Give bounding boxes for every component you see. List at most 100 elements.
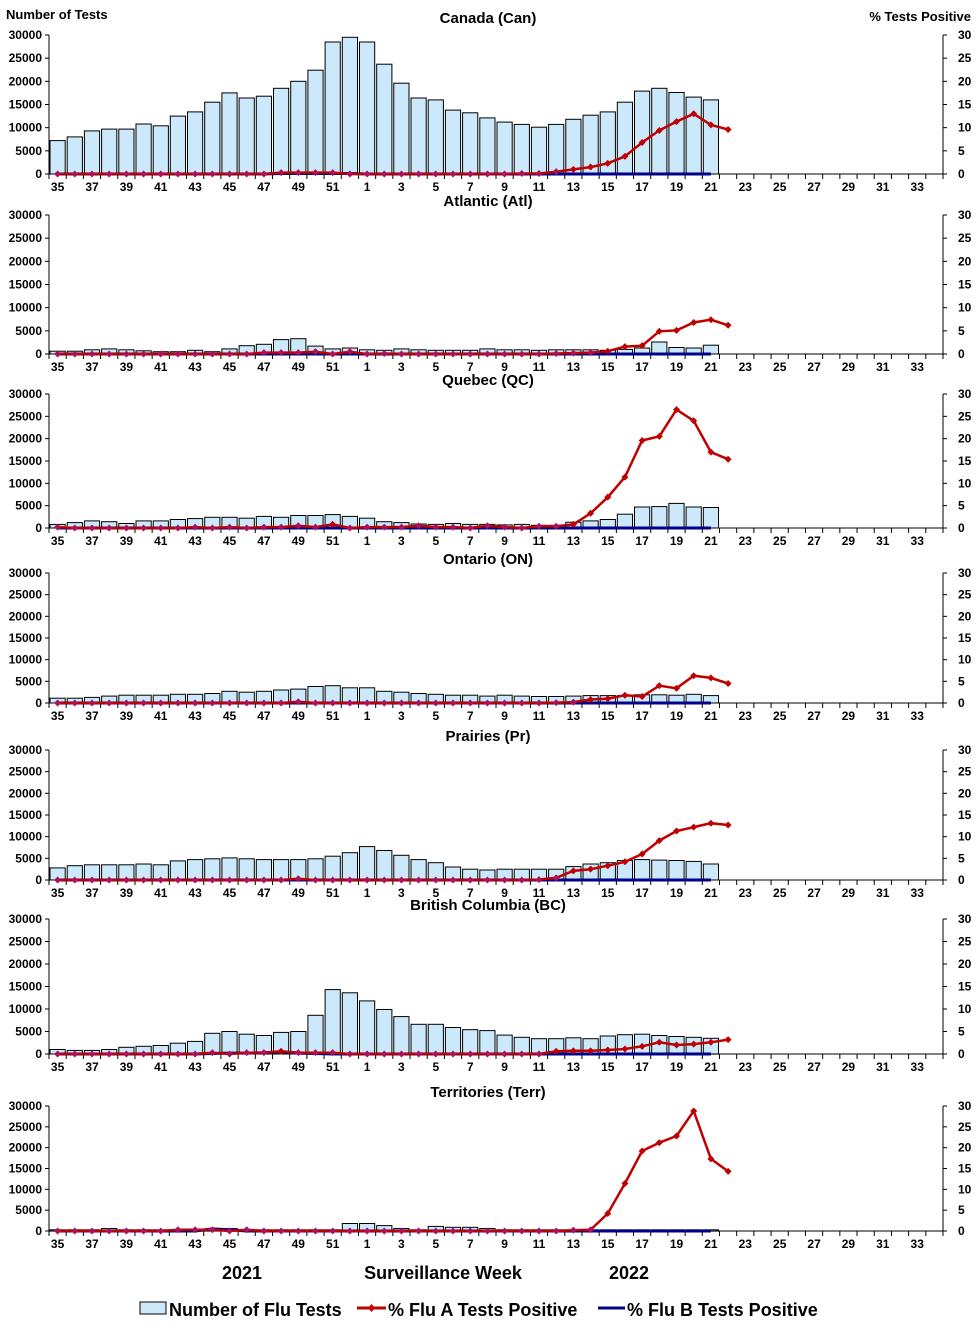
bar-tests-week-42 (169, 115, 187, 175)
x-tick-label: 43 (188, 709, 202, 723)
bar-tests-week-7 (462, 112, 479, 175)
flu-a-point-week-46 (243, 1226, 251, 1234)
flu-a-point-week-13 (569, 1226, 577, 1234)
left-tick-label: 20000 (9, 957, 43, 971)
flu-a-point-week-17 (638, 342, 646, 350)
right-tick-label: 20 (958, 786, 972, 800)
flu-a-point-week-5 (432, 523, 440, 531)
flu-a-point-week-3 (397, 876, 405, 884)
left-tick-label: 5000 (15, 324, 42, 338)
flu-a-point-week-16 (621, 691, 629, 699)
x-tick-label: 43 (188, 1237, 202, 1251)
x-tick-label: 35 (51, 886, 65, 900)
x-tick-label: 15 (601, 180, 615, 194)
flu-a-point-week-37 (88, 170, 96, 178)
flu-a-point-week-5 (432, 1050, 440, 1058)
x-tick-label: 47 (257, 534, 271, 548)
right-tick-label: 30 (958, 566, 972, 580)
x-tick-label: 17 (635, 534, 649, 548)
right-tick-label: 30 (958, 1099, 972, 1113)
x-tick-label: 51 (326, 886, 340, 900)
x-tick-label: 31 (876, 1060, 890, 1074)
flu-a-point-week-48 (277, 169, 285, 177)
flu-a-point-week-39 (122, 699, 130, 707)
x-tick-label: 23 (739, 1060, 753, 1074)
flu-a-point-week-51 (329, 520, 337, 528)
x-tick-label: 1 (364, 360, 371, 374)
flu-a-point-week-35 (54, 1227, 62, 1235)
x-tick-label: 19 (670, 360, 684, 374)
x-tick-label: 11 (533, 360, 546, 374)
flu-a-point-week-42 (174, 350, 182, 358)
flu-a-point-week-42 (174, 876, 182, 884)
flu-a-point-week-45 (226, 170, 234, 178)
x-tick-label: 47 (257, 180, 271, 194)
flu-a-point-week-18 (655, 327, 663, 335)
flu-a-point-week-12 (552, 350, 560, 358)
flu-a-point-week-11 (535, 522, 543, 530)
flu-a-point-week-10 (518, 876, 526, 884)
flu-a-point-week-8 (483, 876, 491, 884)
flu-a-point-week-5 (432, 699, 440, 707)
x-tick-label: 23 (739, 180, 753, 194)
flu-a-point-week-47 (260, 523, 268, 531)
x-tick-label: 1 (364, 886, 371, 900)
flu-a-point-week-42 (174, 699, 182, 707)
panel-7: Territories (Terr) 0 5000 10000 15000 20000 25… (9, 1084, 972, 1251)
flu-a-point-week-3 (397, 1050, 405, 1058)
left-tick-label: 15000 (9, 808, 43, 822)
left-tick-label: 0 (35, 521, 42, 535)
flu-a-point-week-18 (655, 682, 663, 690)
flu-a-point-week-20 (690, 110, 698, 118)
flu-a-point-week-1 (363, 699, 371, 707)
flu-a-point-week-43 (191, 523, 199, 531)
x-tick-label: 39 (120, 709, 134, 723)
flu-a-point-week-21 (707, 1038, 715, 1046)
flu-a-point-week-7 (466, 876, 474, 884)
x-tick-label: 21 (704, 709, 718, 723)
flu-a-point-week-39 (122, 876, 130, 884)
x-tick-label: 27 (807, 1060, 821, 1074)
bar-tests-week-8 (479, 1030, 496, 1055)
flu-a-point-week-50 (311, 1227, 319, 1235)
x-tick-label: 47 (257, 709, 271, 723)
x-tick-label: 41 (154, 360, 168, 374)
flu-a-point-week-2 (380, 523, 388, 531)
year-label-2022: 2022 (609, 1263, 649, 1283)
x-tick-label: 39 (120, 180, 134, 194)
flu-a-line (57, 1108, 729, 1233)
x-tick-label: 27 (807, 1237, 821, 1251)
flu-a-point-week-40 (140, 1227, 148, 1235)
bar-tests-week-21 (702, 99, 719, 175)
flu-a-point-week-41 (157, 1050, 165, 1058)
x-tick-label: 13 (567, 534, 581, 548)
flu-a-point-week-37 (88, 1050, 96, 1058)
x-tick-label: 11 (533, 1060, 546, 1074)
x-tick-label: 5 (432, 1237, 439, 1251)
flu-a-line (57, 318, 729, 356)
x-tick-label: 49 (292, 1060, 306, 1074)
flu-a-point-week-18 (655, 1139, 663, 1147)
bar-tests-week-3 (393, 854, 410, 881)
flu-a-point-week-18 (655, 432, 663, 440)
x-tick-label: 51 (326, 709, 340, 723)
flu-a-point-week-3 (397, 699, 405, 707)
flu-a-point-week-45 (226, 699, 234, 707)
flu-a-point-week-3 (397, 170, 405, 178)
flu-a-point-week-42 (174, 524, 182, 532)
flu-a-point-week-19 (673, 684, 681, 692)
legend: Number of Flu Tests % Flu A Tests Positi… (139, 1300, 818, 1320)
flu-a-point-week-39 (122, 350, 130, 358)
flu-a-point-week-8 (483, 522, 491, 530)
x-tick-label: 21 (704, 1237, 718, 1251)
right-tick-label: 30 (958, 912, 972, 926)
panel-title: Territories (Terr) (430, 1084, 545, 1101)
flu-a-point-week-10 (518, 350, 526, 358)
x-tick-label: 19 (670, 886, 684, 900)
bar-tests-week-38 (101, 128, 118, 175)
flu-a-point-week-7 (466, 170, 474, 178)
flu-a-point-week-45 (226, 1227, 234, 1235)
flu-a-point-week-3 (397, 523, 405, 531)
flu-a-point-week-15 (604, 159, 612, 167)
right-tick-label: 15 (958, 454, 972, 468)
